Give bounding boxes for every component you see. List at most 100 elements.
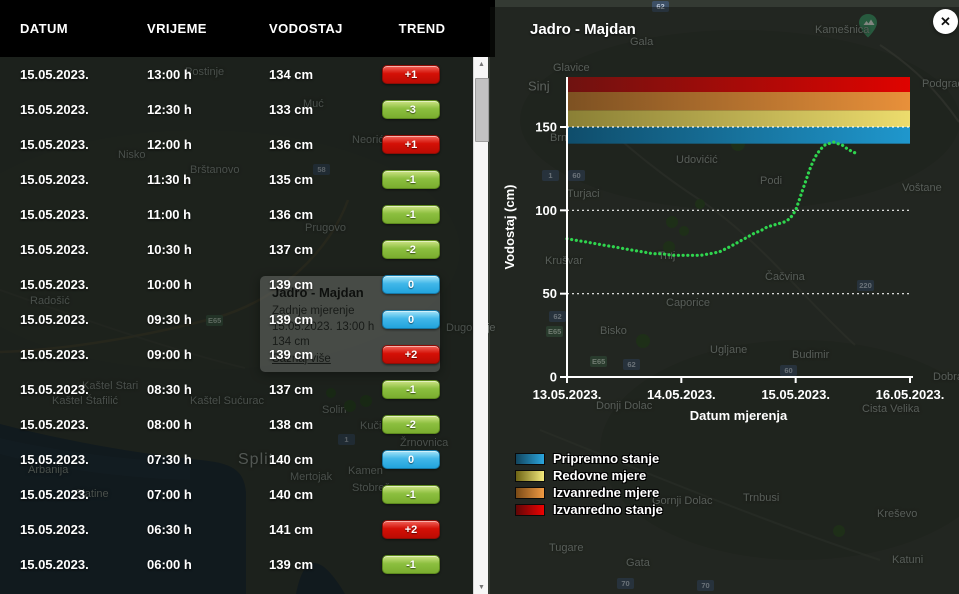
table-row: 15.05.2023. 06:30 h 141 cm +2	[0, 512, 473, 547]
road-shield-icon: 70	[617, 578, 634, 589]
svg-text:0: 0	[550, 370, 557, 385]
cell-time: 09:00 h	[147, 347, 192, 362]
table-row: 15.05.2023. 06:00 h 139 cm -1	[0, 547, 473, 582]
table-row: 15.05.2023. 07:30 h 140 cm 0	[0, 442, 473, 477]
legend-item: Izvanredne mjere	[515, 484, 663, 501]
table-body: 15.05.2023. 13:00 h 134 cm +1 15.05.2023. 12:…	[0, 57, 473, 594]
cell-time: 11:00 h	[147, 207, 192, 222]
map-label: Budimir	[792, 349, 830, 361]
map-label: Trnbusi	[743, 492, 780, 504]
park-poi-dot	[833, 525, 845, 537]
map-label: Cista Velika	[862, 403, 920, 415]
cell-time: 12:00 h	[147, 137, 192, 152]
road-shield-icon: 62	[549, 311, 566, 322]
cell-date: 15.05.2023.	[20, 67, 89, 82]
map-label: Trilj	[658, 250, 676, 262]
svg-text:13.05.2023.: 13.05.2023.	[533, 387, 602, 402]
trend-badge: 0	[382, 450, 440, 469]
cell-level: 139 cm	[269, 277, 314, 292]
cell-level: 139 cm	[269, 557, 314, 572]
cell-date: 15.05.2023.	[20, 102, 89, 117]
table-scrollbar[interactable]: ▲ ▼	[473, 57, 489, 594]
cell-date: 15.05.2023.	[20, 417, 89, 432]
cell-date: 15.05.2023.	[20, 347, 89, 362]
cell-date: 15.05.2023.	[20, 487, 89, 502]
cell-time: 06:00 h	[147, 557, 192, 572]
svg-text:100: 100	[535, 203, 557, 218]
legend-label: Izvanredno stanje	[553, 502, 663, 517]
cell-level: 137 cm	[269, 382, 314, 397]
table-row: 15.05.2023. 13:00 h 134 cm +1	[0, 57, 473, 92]
map-label: Voštane	[902, 182, 942, 194]
cell-time: 08:30 h	[147, 382, 192, 397]
trend-badge: -1	[382, 380, 440, 399]
chart-close-button[interactable]: ✕	[933, 9, 958, 34]
table-row: 15.05.2023. 09:00 h 139 cm +2	[0, 337, 473, 372]
table-row: 15.05.2023. 08:00 h 138 cm -2	[0, 407, 473, 442]
svg-text:15.05.2023.: 15.05.2023.	[761, 387, 830, 402]
road-shield-icon: 60	[780, 365, 797, 376]
cell-level: 133 cm	[269, 102, 314, 117]
cell-time: 13:00 h	[147, 67, 192, 82]
cell-level: 137 cm	[269, 242, 314, 257]
cell-date: 15.05.2023.	[20, 242, 89, 257]
map-label: Donji Dolac	[596, 400, 653, 412]
cell-date: 15.05.2023.	[20, 207, 89, 222]
map-label: Podgrade	[922, 78, 959, 90]
cell-time: 10:30 h	[147, 242, 192, 257]
cell-date: 15.05.2023.	[20, 557, 89, 572]
road-shield-icon: 62	[623, 359, 640, 370]
map-label: Podi	[760, 175, 783, 187]
cell-date: 15.05.2023.	[20, 522, 89, 537]
cell-level: 140 cm	[269, 487, 314, 502]
column-header-vrijeme: VRIJEME	[147, 21, 207, 36]
map-label: Kreševo	[877, 508, 918, 520]
map-label: Dobranje	[933, 371, 959, 383]
trend-badge: -1	[382, 555, 440, 574]
legend-item: Pripremno stanje	[515, 450, 663, 467]
table-row: 15.05.2023. 12:00 h 136 cm +1	[0, 127, 473, 162]
cell-level: 141 cm	[269, 522, 314, 537]
cell-level: 139 cm	[269, 312, 314, 327]
cell-level: 140 cm	[269, 452, 314, 467]
table-header: DATUM VRIJEME VODOSTAJ TREND	[0, 0, 495, 57]
map-label: Gornji Dolac	[652, 495, 713, 507]
cell-time: 08:00 h	[147, 417, 192, 432]
svg-text:Datum mjerenja: Datum mjerenja	[690, 408, 788, 423]
table-row: 15.05.2023. 11:00 h 136 cm -1	[0, 197, 473, 232]
map-label: Gala	[630, 36, 654, 48]
table-row: 15.05.2023. 08:30 h 137 cm -1	[0, 372, 473, 407]
table-row: 15.05.2023. 11:30 h 135 cm -1	[0, 162, 473, 197]
trend-badge: +1	[382, 135, 440, 154]
close-icon: ✕	[940, 13, 951, 29]
cell-date: 15.05.2023.	[20, 172, 89, 187]
cell-level: 134 cm	[269, 67, 314, 82]
svg-text:16.05.2023.: 16.05.2023.	[876, 387, 945, 402]
cell-time: 09:30 h	[147, 312, 192, 327]
map-label: Tugare	[549, 542, 584, 554]
cell-time: 11:30 h	[147, 172, 192, 187]
water-level-chart: 0 50 100 150 13.05.2023. 14.05.2023. 15.05.202…	[502, 77, 945, 423]
cell-time: 10:00 h	[147, 277, 192, 292]
cell-date: 15.05.2023.	[20, 312, 89, 327]
scroll-up-button[interactable]: ▲	[478, 60, 485, 68]
scroll-down-button[interactable]: ▼	[478, 583, 485, 591]
map-label: Čačvina	[765, 271, 805, 283]
cell-time: 07:30 h	[147, 452, 192, 467]
trend-badge: 0	[382, 310, 440, 329]
column-header-trend: TREND	[398, 21, 446, 36]
map-pin-icon	[859, 14, 877, 38]
scrollbar-thumb[interactable]	[475, 78, 489, 142]
map-label: Glavice	[553, 62, 590, 74]
park-poi-dot	[666, 216, 678, 228]
road-shield-icon: E65	[546, 326, 564, 337]
trend-badge: +1	[382, 65, 440, 84]
road-shield-icon: 60	[568, 170, 585, 181]
park-poi-dot	[636, 334, 650, 348]
cell-time: 07:00 h	[147, 487, 192, 502]
legend-swatch	[515, 469, 545, 482]
table-row: 15.05.2023. 10:00 h 139 cm 0	[0, 267, 473, 302]
svg-text:150: 150	[535, 120, 557, 135]
legend-item: Izvanredno stanje	[515, 501, 663, 518]
